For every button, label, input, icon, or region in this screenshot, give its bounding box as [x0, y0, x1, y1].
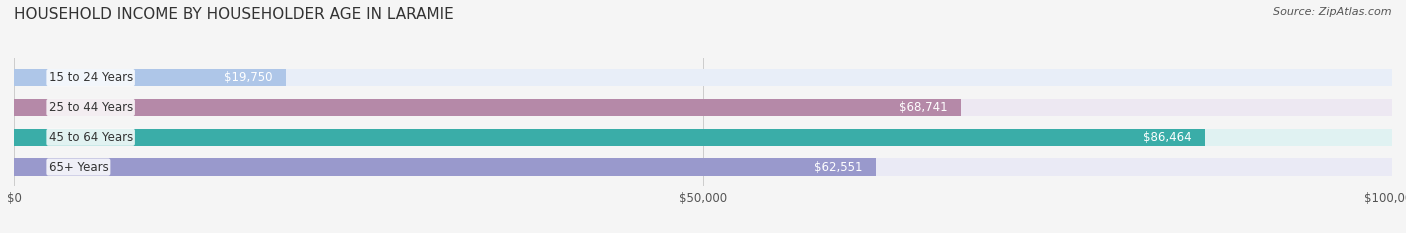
- Text: $68,741: $68,741: [898, 101, 948, 114]
- Bar: [14, 158, 1392, 176]
- Bar: [14, 129, 1205, 146]
- Text: 65+ Years: 65+ Years: [48, 161, 108, 174]
- Text: HOUSEHOLD INCOME BY HOUSEHOLDER AGE IN LARAMIE: HOUSEHOLD INCOME BY HOUSEHOLDER AGE IN L…: [14, 7, 454, 22]
- Text: Source: ZipAtlas.com: Source: ZipAtlas.com: [1274, 7, 1392, 17]
- Text: $86,464: $86,464: [1143, 131, 1192, 144]
- Bar: [14, 69, 1392, 86]
- Text: 45 to 64 Years: 45 to 64 Years: [48, 131, 132, 144]
- Bar: [14, 99, 962, 116]
- Bar: [14, 129, 1392, 146]
- Text: 25 to 44 Years: 25 to 44 Years: [48, 101, 132, 114]
- Text: $19,750: $19,750: [224, 71, 273, 84]
- Text: $62,551: $62,551: [814, 161, 862, 174]
- Text: 15 to 24 Years: 15 to 24 Years: [48, 71, 132, 84]
- Bar: [14, 69, 287, 86]
- Bar: [14, 99, 1392, 116]
- Bar: [14, 158, 876, 176]
